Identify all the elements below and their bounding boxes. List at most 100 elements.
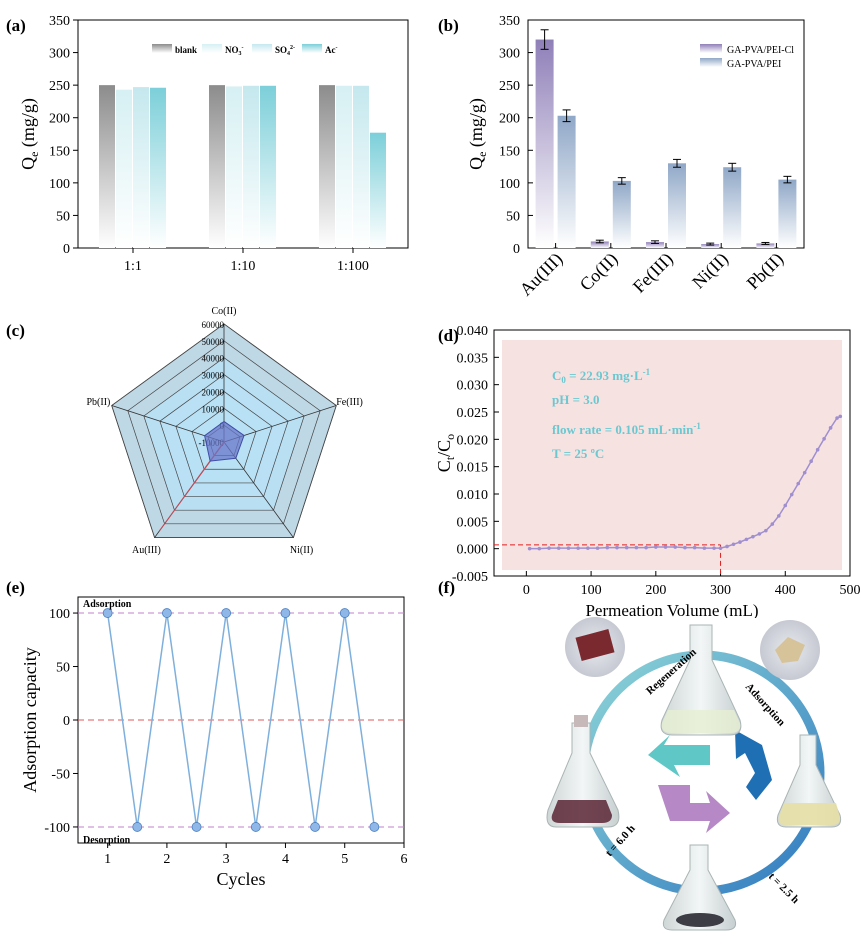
legend-label-1: GA-PVA/PEI (727, 59, 781, 70)
x-tick-label: 200 (645, 583, 666, 598)
plot-background (502, 340, 842, 570)
y-tick-label: 0.030 (457, 379, 489, 394)
data-point (789, 492, 794, 497)
bar-pei-Fe(III) (668, 163, 686, 248)
bar-pei-Pb(II) (778, 179, 797, 248)
y-tick-label: 350 (499, 14, 520, 29)
y-tick-label: 0.025 (457, 406, 489, 421)
y-tick-label: 0.010 (457, 488, 489, 503)
x-tick-label: 1 (104, 852, 111, 867)
bar-no-1:100 (336, 85, 352, 249)
annotation-ph: pH = 3.0 (552, 392, 600, 407)
series-line (106, 612, 376, 828)
y-axis-label: Qe (mg/g) (18, 98, 41, 170)
data-point (102, 608, 113, 618)
panel-label-d: (d) (438, 326, 459, 345)
x-tick-label: 500 (840, 583, 861, 598)
annotation-temp: T = 25 ºC (552, 446, 604, 461)
y-tick-label: 0.015 (457, 461, 489, 476)
y-tick-label: 200 (499, 112, 520, 127)
x-tick-label: Fe(III) (629, 249, 678, 298)
radar-series-0 (204, 420, 245, 462)
x-tick-label: 6 (401, 852, 408, 867)
data-point (777, 514, 781, 518)
data-point (547, 546, 551, 550)
data-point (280, 608, 291, 618)
data-point (250, 822, 261, 832)
data-point (527, 546, 532, 551)
y-tick-label: 0.005 (457, 515, 489, 530)
panel-label-b: (b) (438, 16, 459, 35)
bar-ac-1:10 (260, 85, 276, 249)
data-point (731, 542, 736, 547)
radar-tick-label: 30000 (202, 371, 225, 381)
radar-axis-label: Co(II) (212, 306, 237, 317)
legend-swatch-so (252, 44, 272, 53)
x-axis-label: Cycles (217, 869, 266, 889)
data-point (221, 608, 232, 618)
legend-swatch-1 (700, 58, 722, 67)
data-point (702, 546, 707, 550)
legend-label-blank: blank (175, 45, 197, 55)
y-tick-label: 0 (63, 242, 70, 257)
data-point (822, 436, 826, 441)
x-tick-label: 100 (581, 583, 602, 598)
y-tick-label: 0 (63, 714, 70, 729)
x-tick-label: 400 (775, 583, 796, 598)
data-point (718, 546, 723, 550)
data-point (783, 503, 788, 508)
radar-axis-label: Ni(II) (290, 545, 313, 556)
annotation-flow: flow rate = 0.105 mL·min-1 (552, 421, 701, 437)
data-point (576, 546, 580, 550)
y-tick-label: 300 (49, 47, 70, 62)
flask-bottom (662, 844, 737, 931)
data-point (838, 414, 843, 419)
chart-b-metal-selectivity: 0 50 100 150 200 250 300 350 Au(III) Co(II) Fe(III… (466, 14, 805, 300)
data-point (586, 546, 590, 550)
chart-a-anion-effect: 0 50 100 150 200 250 300 350 1:1 1:10 1:100 Qe (mg/… (18, 14, 409, 274)
bar-blank-1:100 (319, 85, 335, 249)
legend-label-so: SO42- (275, 45, 295, 57)
flask-top (660, 624, 742, 736)
data-point (802, 470, 807, 475)
data-point (744, 537, 749, 542)
bar-pei-cl-Co(II) (590, 241, 609, 248)
bar-pei-cl-Ni(II) (701, 244, 720, 248)
bar-pei-cl-Fe(III) (646, 242, 664, 248)
data-point (809, 459, 813, 463)
bar-blank-1:10 (209, 85, 225, 249)
time-2-5h-label: t = 2.5 h (766, 871, 801, 906)
bar-pei-cl-Pb(II) (756, 243, 775, 248)
radar-tick-label: 60000 (202, 320, 225, 330)
data-point (624, 545, 629, 550)
y-tick-label: 100 (49, 607, 70, 622)
data-point (725, 544, 729, 549)
y-tick-label: -50 (51, 767, 70, 782)
x-tick-label: 1:1 (124, 259, 142, 274)
x-tick-label: 1:100 (337, 259, 369, 274)
bar-pei-Ni(II) (723, 167, 742, 248)
data-point (644, 545, 648, 550)
y-tick-label: 0.020 (457, 433, 489, 448)
radar-axis-label: Pb(II) (87, 397, 111, 408)
annotation-c0: C0 = 22.93 mg·L-1 (552, 367, 651, 385)
legend-swatch-no (202, 44, 222, 53)
data-point (757, 532, 762, 536)
data-point (663, 545, 668, 549)
data-point (566, 546, 571, 550)
plot-frame (493, 329, 851, 577)
x-tick-label: 1:10 (231, 259, 256, 274)
data-point (339, 608, 350, 618)
y-tick-label: 150 (49, 144, 70, 159)
y-tick-label: 0.040 (457, 324, 489, 339)
radar-tick-label: 20000 (202, 387, 225, 397)
x-tick-label: Pb(II) (743, 249, 788, 294)
bar-pei-Co(II) (612, 180, 631, 248)
y-tick-label: 200 (49, 112, 70, 127)
data-point (835, 416, 839, 420)
x-tick-label: Ni(II) (688, 249, 733, 294)
y-tick-label: 50 (506, 209, 520, 224)
y-tick-label: 0.035 (457, 351, 489, 366)
y-tick-label: 300 (499, 47, 520, 62)
panel-label-e: (e) (6, 578, 25, 597)
